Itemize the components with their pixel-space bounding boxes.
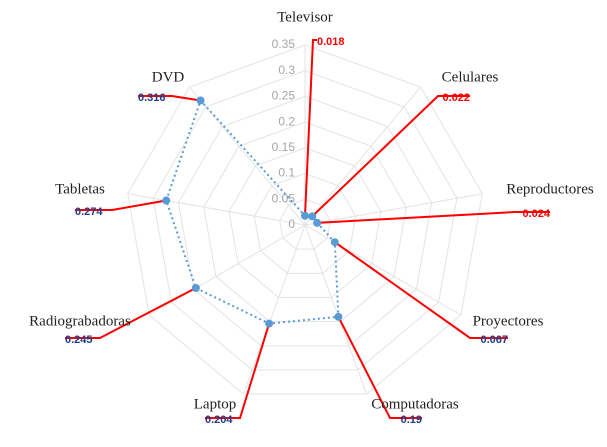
y-tick-label: 0.3 [278, 63, 295, 77]
category-label: Celulares [442, 69, 499, 85]
y-tick-label: 0.25 [272, 89, 296, 103]
grid-line [152, 70, 458, 371]
data-point [196, 96, 205, 105]
grid-line [203, 121, 407, 323]
category-label: Laptop [194, 396, 237, 412]
spoke [304, 224, 462, 316]
category-label: Tabletas [55, 181, 105, 197]
value-label: 0.19 [401, 414, 422, 426]
data-point [191, 284, 200, 292]
leader-line [311, 95, 470, 218]
y-tick-label: 0.15 [272, 140, 296, 154]
grid-line [127, 44, 483, 395]
y-tick-label: 0.2 [278, 114, 295, 128]
category-label: DVD [152, 69, 185, 85]
category-label: Televisor [277, 9, 333, 25]
grid-line [177, 95, 433, 347]
value-label: 0.018 [317, 36, 345, 48]
value-label: 0.024 [522, 208, 550, 220]
y-tick-label: 0.1 [278, 166, 295, 180]
grid-line [253, 173, 357, 274]
value-label: 0.067 [480, 334, 508, 346]
spoke [304, 224, 368, 395]
leader-line [304, 39, 317, 216]
spoke [242, 224, 306, 395]
spoke [127, 193, 306, 226]
data-point [313, 218, 322, 227]
y-tick-label: 0.35 [272, 37, 296, 51]
spoke [148, 224, 306, 316]
series-line [165, 98, 340, 325]
leader-line [75, 199, 167, 211]
category-label: Reproductores [506, 181, 594, 197]
value-label: 0.274 [75, 206, 103, 218]
category-label: Computadoras [371, 396, 459, 412]
leader-line [334, 241, 508, 339]
data-point [308, 212, 317, 221]
value-label: 0.316 [138, 92, 166, 104]
grid-line [279, 198, 331, 250]
spoke [304, 86, 422, 226]
value-label: 0.022 [442, 92, 470, 104]
leader-line [337, 316, 422, 419]
leader-line [205, 323, 271, 419]
leader-line [138, 95, 201, 102]
y-tick-label: 0 [288, 217, 295, 231]
data-point [265, 319, 274, 328]
leader-line [65, 287, 197, 339]
spoke [304, 193, 483, 226]
spoke [188, 86, 306, 226]
data-point [162, 196, 171, 205]
y-tick-label: 0.05 [272, 191, 296, 205]
grid-line [228, 147, 382, 298]
leader-line [317, 211, 550, 224]
value-label: 0.245 [65, 334, 93, 346]
category-label: Radiograbadoras [29, 313, 131, 329]
data-point [301, 211, 309, 220]
value-label: 0.204 [205, 414, 233, 426]
data-point [334, 312, 343, 321]
category-label: Proyectores [473, 313, 544, 329]
data-point [330, 238, 339, 247]
